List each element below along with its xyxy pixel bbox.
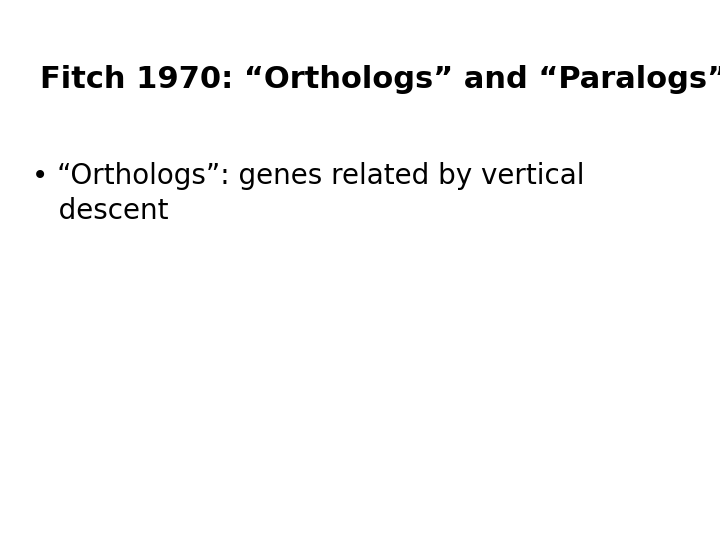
Text: Fitch 1970: “Orthologs” and “Paralogs”: Fitch 1970: “Orthologs” and “Paralogs” bbox=[40, 65, 720, 94]
Text: • “Orthologs”: genes related by vertical
   descent: • “Orthologs”: genes related by vertical… bbox=[32, 162, 585, 225]
